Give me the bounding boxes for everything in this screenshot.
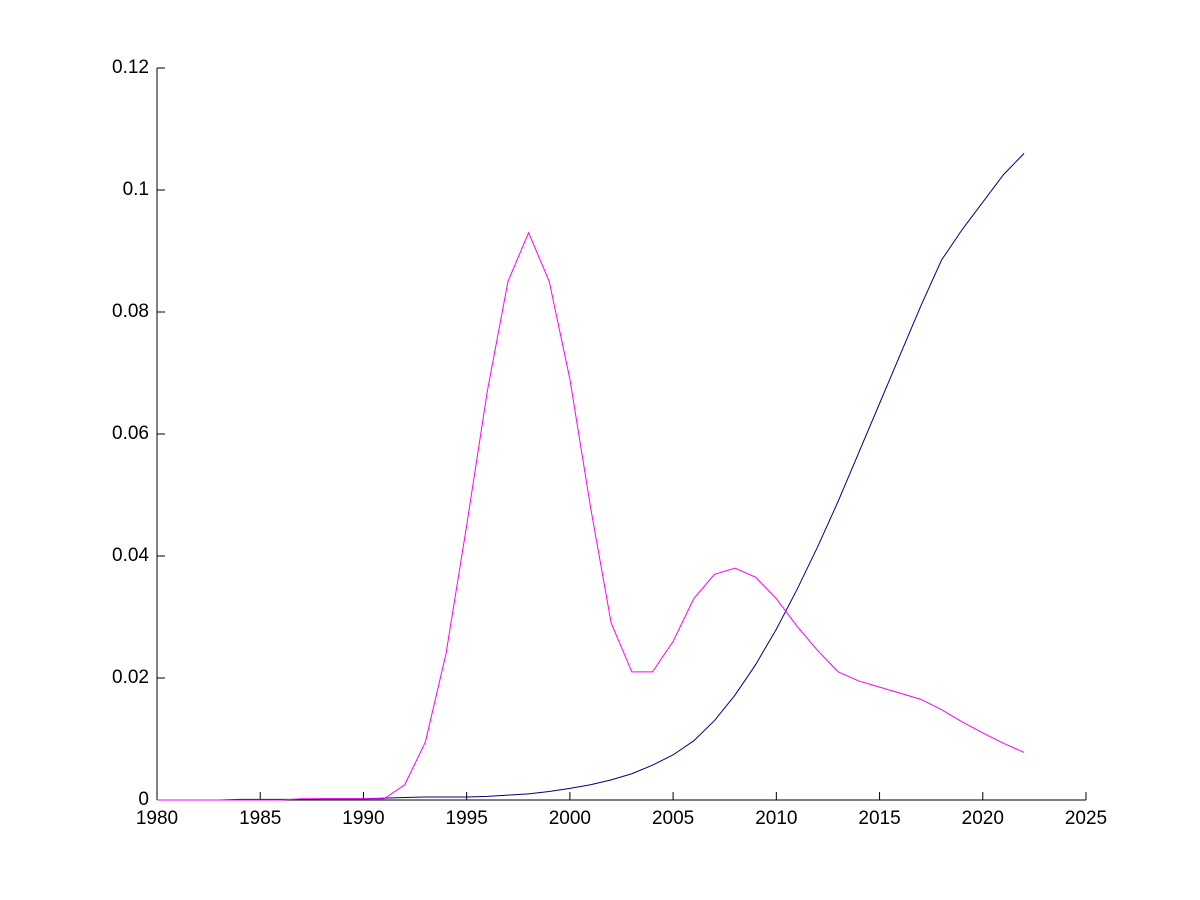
y-tick-label: 0.1 — [123, 179, 149, 200]
x-tick-label: 2020 — [962, 808, 1004, 829]
y-tick-label: 0.12 — [112, 57, 149, 78]
y-tick-label: 0.08 — [112, 301, 149, 322]
y-tick-label: 0 — [138, 789, 149, 810]
x-tick-label: 1985 — [239, 808, 281, 829]
x-tick-label: 1990 — [342, 808, 384, 829]
x-tick-label: 2010 — [755, 808, 797, 829]
series-line — [157, 231, 1025, 801]
y-tick-label: 0.04 — [112, 545, 149, 566]
y-tick-label: 0.06 — [112, 423, 149, 444]
x-tick-label: 2015 — [858, 808, 900, 829]
x-tick-label: 2025 — [1065, 808, 1107, 829]
series-line — [157, 153, 1025, 801]
x-tick-label: 1980 — [136, 808, 178, 829]
y-tick-label: 0.02 — [112, 667, 149, 688]
x-tick-label: 1995 — [446, 808, 488, 829]
x-tick-label: 2005 — [652, 808, 694, 829]
x-tick-label: 2000 — [549, 808, 591, 829]
